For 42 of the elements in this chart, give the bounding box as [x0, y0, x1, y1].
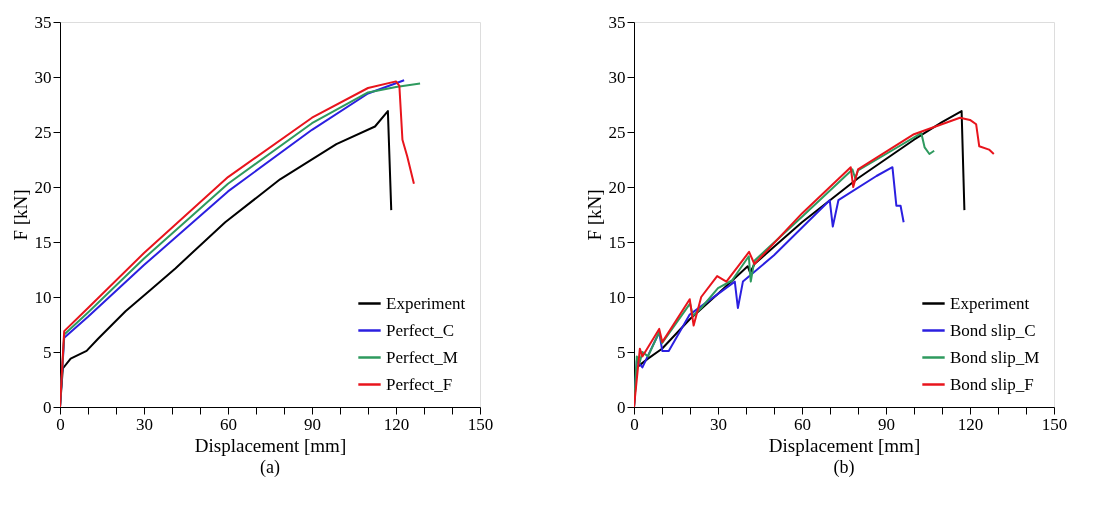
text: (b): [833, 457, 855, 478]
x-tick-label: 0: [630, 414, 639, 434]
legend-label: Bond slip_F: [950, 374, 1034, 394]
y-tick-label: 35: [608, 12, 626, 32]
y-tick-label: 25: [608, 122, 626, 142]
x-axis-title: Displacement [mm]: [194, 434, 347, 456]
x-tick-label: 60: [220, 414, 237, 434]
legend-label: Bond slip_C: [950, 320, 1036, 340]
x-tick-label: 30: [136, 414, 153, 434]
legend-label: Experiment: [950, 293, 1030, 313]
y-tick-label: 30: [608, 67, 626, 87]
text: (a): [260, 457, 280, 478]
y-tick-label: 15: [34, 232, 52, 252]
y-axis-title: F [kN]: [9, 189, 31, 241]
legend-label: Perfect_F: [386, 374, 453, 394]
y-tick-label: 0: [617, 397, 626, 417]
legend-label: Experiment: [386, 293, 466, 313]
x-axis-title: Displacement [mm]: [768, 434, 921, 456]
x-tick-label: 120: [957, 414, 984, 434]
y-tick-label: 10: [608, 287, 626, 307]
y-tick-label: 10: [34, 287, 52, 307]
x-tick-label: 0: [56, 414, 65, 434]
y-tick-label: 15: [608, 232, 626, 252]
legend-label: Perfect_C: [386, 320, 454, 340]
y-tick-label: 20: [34, 177, 52, 197]
y-tick-label: 20: [608, 177, 626, 197]
y-tick-label: 5: [617, 342, 626, 362]
legend-label: Perfect_M: [386, 347, 458, 367]
x-tick-label: 60: [794, 414, 811, 434]
x-tick-label: 30: [710, 414, 727, 434]
y-tick-label: 0: [43, 397, 52, 417]
x-tick-label: 150: [467, 414, 494, 434]
y-tick-label: 35: [34, 12, 52, 32]
y-tick-label: 5: [43, 342, 52, 362]
y-tick-label: 30: [34, 67, 52, 87]
x-tick-label: 90: [878, 414, 895, 434]
x-tick-label: 150: [1041, 414, 1068, 434]
x-tick-label: 90: [304, 414, 321, 434]
y-tick-label: 25: [34, 122, 52, 142]
y-axis-title: F [kN]: [583, 189, 605, 241]
legend-label: Bond slip_M: [950, 347, 1040, 367]
x-tick-label: 120: [383, 414, 410, 434]
